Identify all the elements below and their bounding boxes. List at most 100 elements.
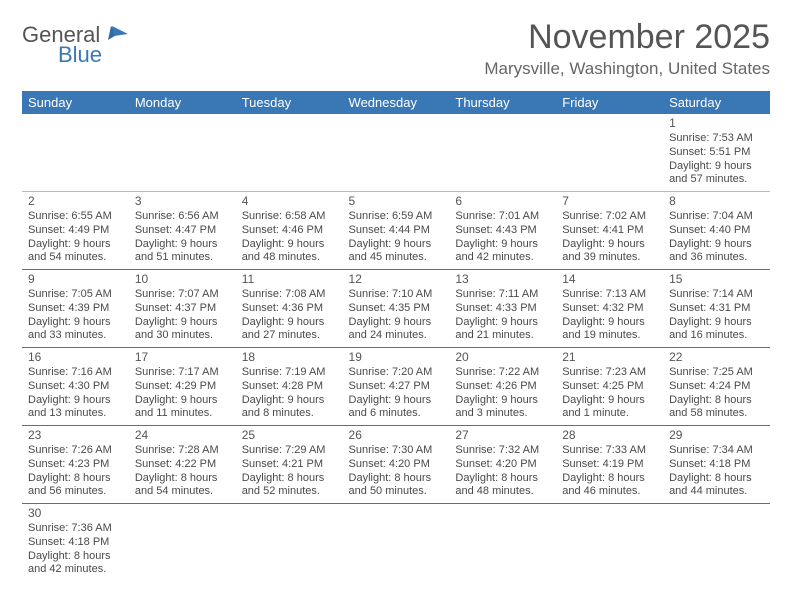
sunrise-line: Sunrise: 7:02 AM: [562, 210, 646, 222]
calendar-empty: [236, 114, 343, 192]
sunset-line: Sunset: 4:39 PM: [28, 302, 109, 314]
calendar-day: 30Sunrise: 7:36 AMSunset: 4:18 PMDayligh…: [22, 504, 129, 582]
daylight-line: Daylight: 8 hours and 48 minutes.: [455, 472, 538, 498]
calendar-day: 13Sunrise: 7:11 AMSunset: 4:33 PMDayligh…: [449, 270, 556, 348]
sunrise-line: Sunrise: 7:34 AM: [669, 444, 753, 456]
day-number: 25: [242, 428, 337, 443]
calendar-day: 29Sunrise: 7:34 AMSunset: 4:18 PMDayligh…: [663, 426, 770, 504]
daylight-line: Daylight: 9 hours and 24 minutes.: [349, 316, 432, 342]
calendar-day: 27Sunrise: 7:32 AMSunset: 4:20 PMDayligh…: [449, 426, 556, 504]
sunset-line: Sunset: 4:22 PM: [135, 458, 216, 470]
calendar-day: 15Sunrise: 7:14 AMSunset: 4:31 PMDayligh…: [663, 270, 770, 348]
sunrise-line: Sunrise: 7:05 AM: [28, 288, 112, 300]
weekday-header-row: SundayMondayTuesdayWednesdayThursdayFrid…: [22, 91, 770, 114]
sunset-line: Sunset: 4:40 PM: [669, 224, 750, 236]
sunset-line: Sunset: 4:37 PM: [135, 302, 216, 314]
sunrise-line: Sunrise: 7:23 AM: [562, 366, 646, 378]
sunrise-line: Sunrise: 7:32 AM: [455, 444, 539, 456]
sunset-line: Sunset: 4:27 PM: [349, 380, 430, 392]
daylight-line: Daylight: 9 hours and 39 minutes.: [562, 238, 645, 264]
day-number: 29: [669, 428, 764, 443]
daylight-line: Daylight: 9 hours and 13 minutes.: [28, 394, 111, 420]
daylight-line: Daylight: 8 hours and 46 minutes.: [562, 472, 645, 498]
sunrise-line: Sunrise: 7:01 AM: [455, 210, 539, 222]
daylight-line: Daylight: 8 hours and 44 minutes.: [669, 472, 752, 498]
sunrise-line: Sunrise: 6:56 AM: [135, 210, 219, 222]
calendar-day: 26Sunrise: 7:30 AMSunset: 4:20 PMDayligh…: [343, 426, 450, 504]
calendar-day: 17Sunrise: 7:17 AMSunset: 4:29 PMDayligh…: [129, 348, 236, 426]
daylight-line: Daylight: 8 hours and 54 minutes.: [135, 472, 218, 498]
daylight-line: Daylight: 9 hours and 16 minutes.: [669, 316, 752, 342]
calendar-empty: [663, 504, 770, 582]
sunset-line: Sunset: 4:47 PM: [135, 224, 216, 236]
sunrise-line: Sunrise: 7:08 AM: [242, 288, 326, 300]
location: Marysville, Washington, United States: [484, 59, 770, 79]
daylight-line: Daylight: 8 hours and 58 minutes.: [669, 394, 752, 420]
flag-icon: [108, 24, 130, 45]
calendar-day: 21Sunrise: 7:23 AMSunset: 4:25 PMDayligh…: [556, 348, 663, 426]
calendar-day: 2Sunrise: 6:55 AMSunset: 4:49 PMDaylight…: [22, 192, 129, 270]
sunset-line: Sunset: 4:25 PM: [562, 380, 643, 392]
sunrise-line: Sunrise: 7:17 AM: [135, 366, 219, 378]
daylight-line: Daylight: 9 hours and 33 minutes.: [28, 316, 111, 342]
calendar-week: 16Sunrise: 7:16 AMSunset: 4:30 PMDayligh…: [22, 348, 770, 426]
sunrise-line: Sunrise: 7:33 AM: [562, 444, 646, 456]
calendar-day: 1Sunrise: 7:53 AMSunset: 5:51 PMDaylight…: [663, 114, 770, 192]
weekday-header: Wednesday: [343, 91, 450, 114]
day-number: 3: [135, 194, 230, 209]
calendar-empty: [556, 504, 663, 582]
sunset-line: Sunset: 4:28 PM: [242, 380, 323, 392]
daylight-line: Daylight: 9 hours and 1 minute.: [562, 394, 645, 420]
sunrise-line: Sunrise: 6:59 AM: [349, 210, 433, 222]
sunset-line: Sunset: 4:33 PM: [455, 302, 536, 314]
day-number: 7: [562, 194, 657, 209]
daylight-line: Daylight: 9 hours and 48 minutes.: [242, 238, 325, 264]
day-number: 20: [455, 350, 550, 365]
day-number: 28: [562, 428, 657, 443]
calendar-day: 10Sunrise: 7:07 AMSunset: 4:37 PMDayligh…: [129, 270, 236, 348]
sunset-line: Sunset: 4:30 PM: [28, 380, 109, 392]
daylight-line: Daylight: 9 hours and 30 minutes.: [135, 316, 218, 342]
sunset-line: Sunset: 4:43 PM: [455, 224, 536, 236]
daylight-line: Daylight: 8 hours and 50 minutes.: [349, 472, 432, 498]
weekday-header: Friday: [556, 91, 663, 114]
day-number: 8: [669, 194, 764, 209]
logo-word2: Blue: [58, 42, 102, 67]
calendar-day: 20Sunrise: 7:22 AMSunset: 4:26 PMDayligh…: [449, 348, 556, 426]
calendar-week: 1Sunrise: 7:53 AMSunset: 5:51 PMDaylight…: [22, 114, 770, 192]
day-number: 6: [455, 194, 550, 209]
day-number: 13: [455, 272, 550, 287]
day-number: 5: [349, 194, 444, 209]
day-number: 9: [28, 272, 123, 287]
daylight-line: Daylight: 9 hours and 57 minutes.: [669, 160, 752, 186]
daylight-line: Daylight: 9 hours and 8 minutes.: [242, 394, 325, 420]
sunrise-line: Sunrise: 7:20 AM: [349, 366, 433, 378]
calendar-week: 30Sunrise: 7:36 AMSunset: 4:18 PMDayligh…: [22, 504, 770, 582]
daylight-line: Daylight: 9 hours and 21 minutes.: [455, 316, 538, 342]
calendar-empty: [129, 114, 236, 192]
calendar-day: 22Sunrise: 7:25 AMSunset: 4:24 PMDayligh…: [663, 348, 770, 426]
weekday-header: Sunday: [22, 91, 129, 114]
day-number: 22: [669, 350, 764, 365]
weekday-header: Thursday: [449, 91, 556, 114]
sunset-line: Sunset: 4:18 PM: [28, 536, 109, 548]
calendar-day: 18Sunrise: 7:19 AMSunset: 4:28 PMDayligh…: [236, 348, 343, 426]
calendar-empty: [343, 504, 450, 582]
daylight-line: Daylight: 9 hours and 54 minutes.: [28, 238, 111, 264]
weekday-header: Monday: [129, 91, 236, 114]
daylight-line: Daylight: 9 hours and 11 minutes.: [135, 394, 218, 420]
sunrise-line: Sunrise: 7:04 AM: [669, 210, 753, 222]
calendar-day: 4Sunrise: 6:58 AMSunset: 4:46 PMDaylight…: [236, 192, 343, 270]
daylight-line: Daylight: 8 hours and 42 minutes.: [28, 550, 111, 576]
day-number: 26: [349, 428, 444, 443]
sunrise-line: Sunrise: 7:25 AM: [669, 366, 753, 378]
sunset-line: Sunset: 4:23 PM: [28, 458, 109, 470]
sunset-line: Sunset: 4:44 PM: [349, 224, 430, 236]
calendar-body: 1Sunrise: 7:53 AMSunset: 5:51 PMDaylight…: [22, 114, 770, 581]
day-number: 30: [28, 506, 123, 521]
day-number: 4: [242, 194, 337, 209]
daylight-line: Daylight: 9 hours and 51 minutes.: [135, 238, 218, 264]
sunrise-line: Sunrise: 7:28 AM: [135, 444, 219, 456]
sunset-line: Sunset: 4:36 PM: [242, 302, 323, 314]
calendar-empty: [129, 504, 236, 582]
